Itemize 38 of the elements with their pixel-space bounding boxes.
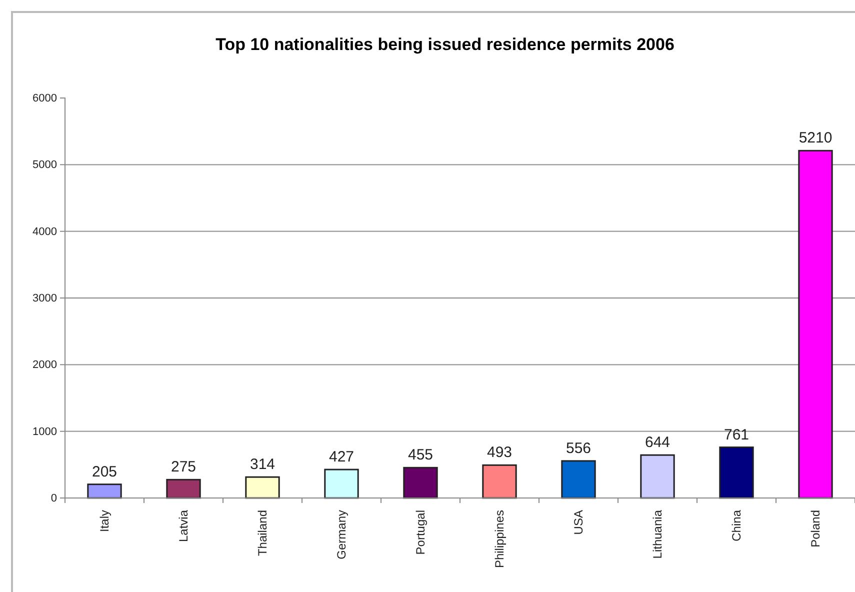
bar (640, 454, 675, 499)
data-label: 5210 (798, 130, 832, 147)
data-label: 644 (644, 434, 670, 452)
y-tick-label: 0 (50, 492, 57, 505)
x-tick-label: Latvia (176, 510, 190, 542)
bar (324, 468, 359, 499)
bar (798, 150, 833, 499)
data-label: 314 (250, 456, 276, 474)
bar (245, 476, 280, 499)
x-tick-label: Poland (808, 510, 822, 548)
data-label: 493 (486, 444, 512, 462)
chart-title: Top 10 nationalities being issued residence permits 2006 (216, 35, 674, 54)
data-label: 205 (92, 463, 118, 480)
y-tick-label: 3000 (32, 292, 57, 305)
bar (87, 484, 122, 499)
bar (403, 466, 438, 499)
x-tick-label: Thailand (256, 510, 270, 556)
y-tick-label: 2000 (32, 359, 57, 372)
y-tick-label: 1000 (32, 426, 57, 438)
x-tick-label: USA (572, 510, 586, 535)
data-label: 556 (566, 440, 592, 457)
bar (561, 460, 596, 499)
y-tick-label: 6000 (32, 92, 57, 105)
x-tick-label: Philippines (492, 510, 506, 568)
x-tick-label: Lithuania (650, 510, 664, 559)
x-tick-label: China (730, 510, 744, 542)
bar (719, 446, 754, 499)
data-label: 427 (328, 448, 354, 466)
y-tick-label: 4000 (32, 226, 57, 238)
bar (166, 478, 201, 499)
bar (482, 464, 517, 499)
x-tick-label: Italy (98, 510, 112, 532)
data-label: 761 (724, 426, 750, 444)
x-tick-label: Germany (334, 510, 348, 560)
x-tick-label: Portugal (414, 510, 428, 555)
data-label: 455 (408, 446, 434, 464)
y-tick-label: 5000 (32, 159, 57, 172)
data-label: 275 (170, 458, 196, 476)
